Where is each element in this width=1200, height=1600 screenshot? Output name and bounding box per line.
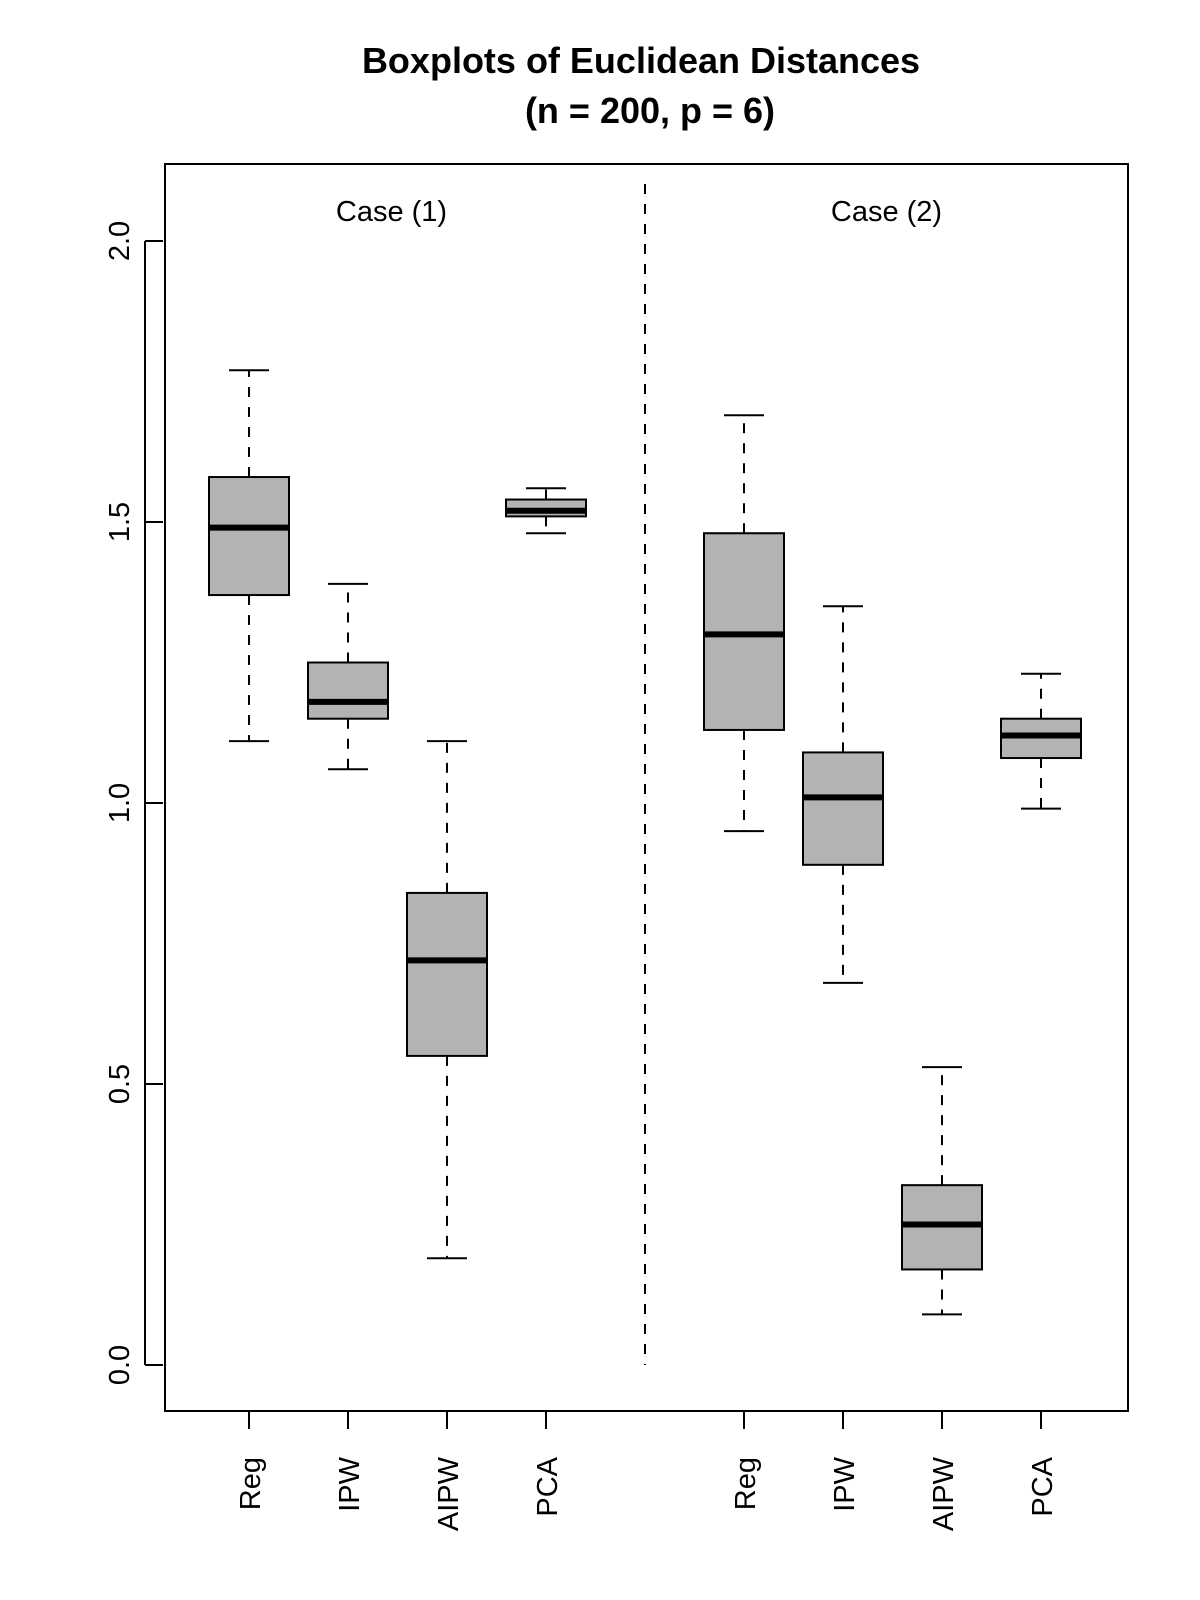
boxes [208,369,1082,1316]
y-tick-label: 1.5 [104,502,136,542]
box-case2-aipw [901,1066,983,1316]
x-tick-label: AIPW [928,1456,960,1531]
box-case1-ipw [307,582,389,771]
case-label: Case (1) [336,196,447,228]
x-tick-label: IPW [334,1456,366,1511]
box-iqr [307,661,389,720]
box-case2-ipw [802,605,884,984]
chart-subtitle: (n = 200, p = 6) [525,90,775,131]
x-tick-label: AIPW [433,1456,465,1531]
box-iqr [802,751,884,866]
box-case1-pca [505,487,587,535]
x-tick-label: IPW [829,1456,861,1511]
box-case1-aipw [406,740,488,1260]
box-case2-reg [703,414,785,833]
x-tick-label: Reg [235,1457,267,1510]
case-label: Case (2) [831,196,942,228]
box-case2-pca [1000,672,1082,810]
chart-title: Boxplots of Euclidean Distances [362,40,920,81]
x-axis: Reg IPW AIPW PCA Reg IPW AIPW PCA [235,1410,1059,1531]
box-iqr [406,891,488,1057]
case-labels: Case (1) Case (2) [336,196,942,228]
box-iqr [208,476,290,597]
y-axis: 0.0 0.5 1.0 1.5 2.0 [104,221,163,1385]
y-tick-label: 0.0 [104,1345,136,1385]
x-tick-label: Reg [730,1457,762,1510]
y-tick-label: 2.0 [104,221,136,261]
box-case1-reg [208,369,290,743]
x-tick-label: PCA [1027,1456,1059,1516]
x-tick-label: PCA [532,1456,564,1516]
y-tick-label: 0.5 [104,1064,136,1104]
y-tick-label: 1.0 [104,783,136,823]
